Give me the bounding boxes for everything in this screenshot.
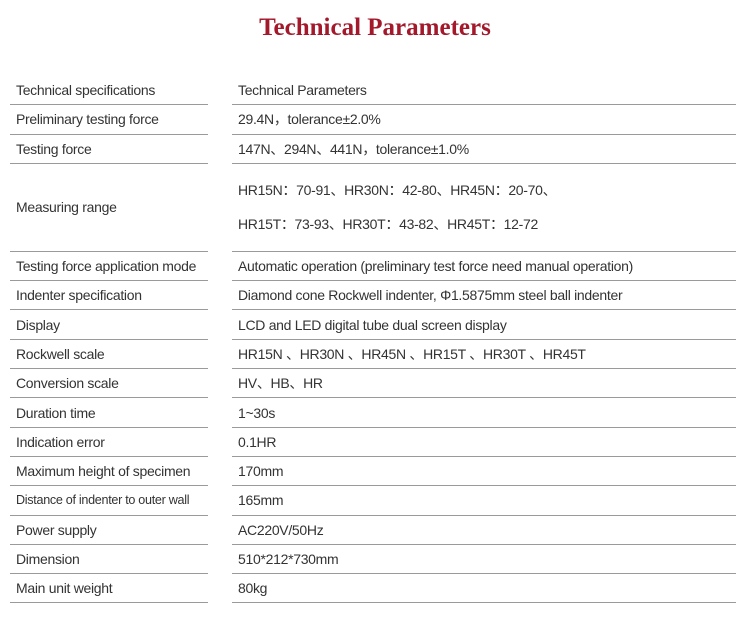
spec-key: Testing force: [10, 135, 208, 164]
spec-key: Conversion scale: [10, 369, 208, 399]
spec-key: Indication error: [10, 428, 208, 457]
spec-value-line: HR15T：73-93、HR30T：43-82、HR45T：12-72: [238, 216, 538, 233]
spec-value: Automatic operation (preliminary test fo…: [232, 252, 736, 282]
spec-value: 170mm: [232, 457, 736, 487]
spec-value: HR15N 、HR30N 、HR45N 、HR15T 、HR30T 、HR45T: [232, 340, 736, 370]
spec-key: Technical specifications: [10, 76, 208, 106]
table-row: Maximum height of specimen 170mm: [10, 457, 736, 487]
spec-key: Power supply: [10, 516, 208, 545]
spec-key: Measuring range: [10, 164, 208, 252]
spec-key: Distance of indenter to outer wall: [10, 486, 208, 516]
table-row: Indication error 0.1HR: [10, 428, 736, 457]
spec-key: Display: [10, 310, 208, 340]
spec-value: HV、HB、HR: [232, 369, 736, 399]
spec-value: HR15N：70-91、HR30N：42-80、HR45N：20-70、 HR15…: [232, 164, 736, 252]
table-row: Measuring range HR15N：70-91、HR30N：42-80、H…: [10, 164, 736, 252]
table-row: Testing force 147N、294N、441N，tolerance±1.…: [10, 135, 736, 164]
spec-key: Preliminary testing force: [10, 105, 208, 135]
spec-value: 147N、294N、441N，tolerance±1.0%: [232, 135, 736, 164]
table-row: Indenter specification Diamond cone Rockw…: [10, 281, 736, 311]
spec-value: 510*212*730mm: [232, 545, 736, 575]
spec-value: 80kg: [232, 574, 736, 604]
spec-key: Testing force application mode: [10, 252, 208, 282]
table-row: Main unit weight 80kg: [10, 574, 736, 604]
table-row: Duration time 1~30s: [10, 398, 736, 428]
table-row: Technical specifications Technical Parame…: [10, 76, 736, 106]
table-row: Display LCD and LED digital tube dual scr…: [10, 310, 736, 340]
spec-table: Technical specifications Technical Parame…: [10, 76, 736, 604]
table-row: Dimension 510*212*730mm: [10, 545, 736, 575]
spec-key: Main unit weight: [10, 574, 208, 604]
table-row: Distance of indenter to outer wall 165mm: [10, 486, 736, 516]
page-title: Technical Parameters: [259, 14, 491, 41]
spec-value: Diamond cone Rockwell indenter, Φ1.5875m…: [232, 281, 736, 311]
table-row: Conversion scale HV、HB、HR: [10, 369, 736, 399]
spec-value: Technical Parameters: [232, 76, 736, 106]
spec-key: Maximum height of specimen: [10, 457, 208, 487]
spec-key: Rockwell scale: [10, 340, 208, 370]
spec-value-line: HR15N：70-91、HR30N：42-80、HR45N：20-70、: [238, 182, 557, 199]
spec-value: LCD and LED digital tube dual screen dis…: [232, 310, 736, 340]
spec-value: 29.4N，tolerance±2.0%: [232, 105, 736, 135]
table-row: Rockwell scale HR15N 、HR30N 、HR45N 、HR15T…: [10, 340, 736, 370]
spec-key: Dimension: [10, 545, 208, 575]
spec-key: Indenter specification: [10, 281, 208, 311]
spec-value: 0.1HR: [232, 428, 736, 457]
spec-key: Duration time: [10, 398, 208, 428]
spec-value: 1~30s: [232, 398, 736, 428]
table-row: Testing force application mode Automatic …: [10, 252, 736, 282]
spec-value: AC220V/50Hz: [232, 516, 736, 545]
table-row: Power supply AC220V/50Hz: [10, 516, 736, 545]
table-row: Preliminary testing force 29.4N，tolerance…: [10, 105, 736, 135]
spec-value: 165mm: [232, 486, 736, 516]
